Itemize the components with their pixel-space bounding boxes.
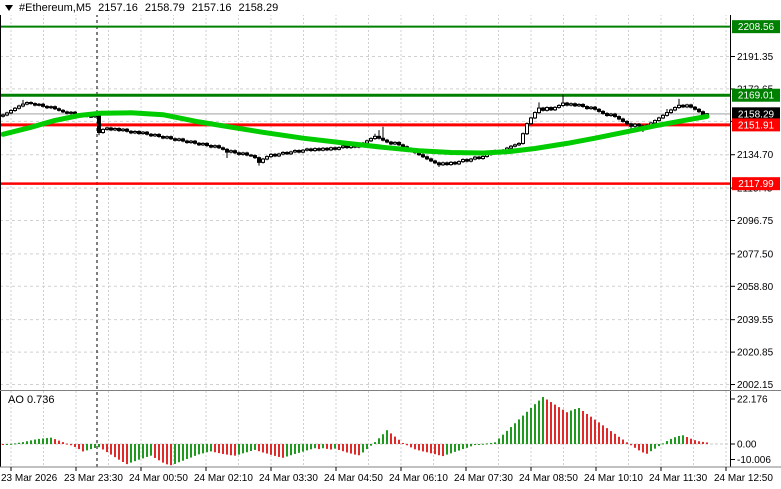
symbol-dropdown-icon[interactable]: [5, 4, 13, 11]
price-badge-label: 2117.99: [738, 179, 774, 190]
time-axis-label: 24 Mar 06:10: [389, 473, 448, 484]
price-axis-label: 2077.50: [737, 249, 774, 260]
time-axis-label: 24 Mar 12:50: [714, 473, 773, 484]
time-axis-label: 24 Mar 02:10: [194, 473, 253, 484]
ao-axis[interactable]: 22.176 0.00 -10.006: [731, 395, 771, 467]
ao-axis-label: 22.176: [737, 395, 768, 406]
time-axis-label: 24 Mar 03:30: [259, 473, 318, 484]
price-badge-label: 2158.29: [738, 109, 775, 120]
price-axis-label: 2039.55: [737, 315, 774, 326]
price-axis-label: 2191.35: [737, 52, 774, 63]
price-badge: [732, 88, 780, 102]
ohlc-close: 2158.29: [238, 1, 279, 14]
price-axis-label: 2096.75: [737, 216, 774, 227]
price-axis[interactable]: 2191.352172.652134.702115.452096.752077.…: [731, 20, 780, 391]
borders: [0, 14, 781, 468]
time-axis-label: 24 Mar 11:30: [649, 473, 708, 484]
ao-axis-label: -10.006: [737, 455, 771, 466]
price-badge: [732, 118, 780, 132]
price-badge-label: 2208.56: [738, 22, 775, 33]
price-badge: [732, 107, 780, 121]
ma-line: [0, 110, 710, 156]
candles: [1, 94, 709, 168]
time-axis-label: 24 Mar 10:10: [584, 473, 643, 484]
time-axis[interactable]: 23 Mar 2026 23 Mar 23:30 24 Mar 00:50 24 Ma…: [1, 467, 773, 484]
ao-label: AO 0.736: [8, 394, 54, 406]
price-axis-label: 2134.70: [737, 150, 774, 161]
time-axis-label: 24 Mar 04:50: [324, 473, 383, 484]
ao-histogram: [0, 397, 730, 466]
chart-title-symbol: #Ethereum,M5: [19, 1, 92, 14]
ohlc-high: 2158.79: [144, 1, 185, 14]
time-axis-label: 24 Mar 00:50: [129, 473, 188, 484]
level-lines[interactable]: [0, 25, 730, 185]
ao-axis-label: 0.00: [737, 440, 757, 451]
ohlc-low: 2157.16: [191, 1, 232, 14]
chart-header: #Ethereum,M5 2157.16 2158.79 2157.16 215…: [0, 0, 781, 15]
price-badge: [732, 20, 780, 34]
price-badge-label: 2169.01: [738, 91, 775, 102]
price-axis-label: 2020.85: [737, 348, 774, 359]
price-axis-label: 2002.15: [737, 380, 774, 391]
gridlines: [0, 14, 730, 467]
time-axis-label: 24 Mar 08:50: [519, 473, 578, 484]
price-axis-label: 2058.80: [737, 282, 774, 293]
price-badge-label: 2151.91: [738, 120, 775, 131]
time-axis-label: 23 Mar 2026: [1, 473, 58, 484]
ao-indicator-label: AO 0.736: [8, 394, 54, 406]
ohlc-open: 2157.16: [98, 1, 138, 14]
price-badge: [732, 177, 780, 191]
time-axis-label: 24 Mar 07:30: [454, 473, 513, 484]
time-axis-label: 23 Mar 23:30: [64, 473, 123, 484]
